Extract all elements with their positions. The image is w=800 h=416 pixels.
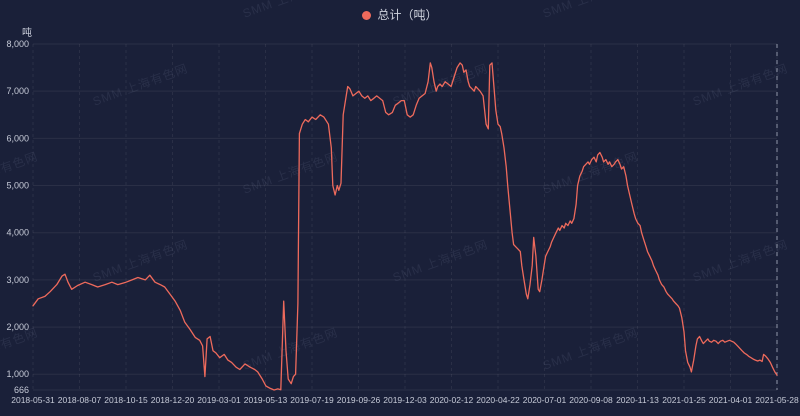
x-axis-tick-label: 2018-10-15 <box>104 395 148 405</box>
x-axis-tick-label: 2020-02-12 <box>430 395 474 405</box>
x-axis-tick-label: 2019-03-01 <box>197 395 241 405</box>
y-axis-tick-label: 8,000 <box>6 39 29 49</box>
y-axis-tick-label: 2,000 <box>6 322 29 332</box>
x-axis-tick-label: 2019-12-03 <box>383 395 427 405</box>
x-axis-tick-label: 2019-09-26 <box>337 395 381 405</box>
x-axis-tick-label: 2020-07-01 <box>523 395 567 405</box>
x-axis-tick-label: 2021-04-01 <box>709 395 753 405</box>
y-axis-tick-label: 3,000 <box>6 275 29 285</box>
y-axis-tick-label: 5,000 <box>6 181 29 191</box>
y-axis-tick-label: 666 <box>14 385 29 395</box>
x-axis-tick-label: 2018-05-31 <box>11 395 55 405</box>
x-axis-tick-label: 2018-12-20 <box>151 395 195 405</box>
x-axis-tick-label: 2020-09-08 <box>569 395 613 405</box>
x-axis-tick-label: 2019-07-19 <box>290 395 334 405</box>
x-axis-tick-label: 2021-05-28 <box>755 395 799 405</box>
legend-marker-icon <box>362 10 372 20</box>
x-axis-tick-label: 2020-04-22 <box>476 395 520 405</box>
y-axis-tick-label: 4,000 <box>6 228 29 238</box>
x-axis-tick-label: 2021-01-25 <box>662 395 706 405</box>
y-axis-tick-label: 6,000 <box>6 133 29 143</box>
x-axis-tick-label: 2020-11-13 <box>616 395 659 405</box>
series-line-total[interactable] <box>32 62 778 391</box>
y-axis-tick-label: 7,000 <box>6 86 29 96</box>
y-axis-tick-label: 1,000 <box>6 369 29 379</box>
y-axis-unit: 吨 <box>22 28 32 39</box>
x-axis-tick-label: 2018-08-07 <box>58 395 102 405</box>
legend-label: 总计（吨） <box>377 8 438 22</box>
legend-item-total[interactable]: 总计（吨） <box>0 8 800 22</box>
x-axis-tick-label: 2019-05-13 <box>244 395 288 405</box>
